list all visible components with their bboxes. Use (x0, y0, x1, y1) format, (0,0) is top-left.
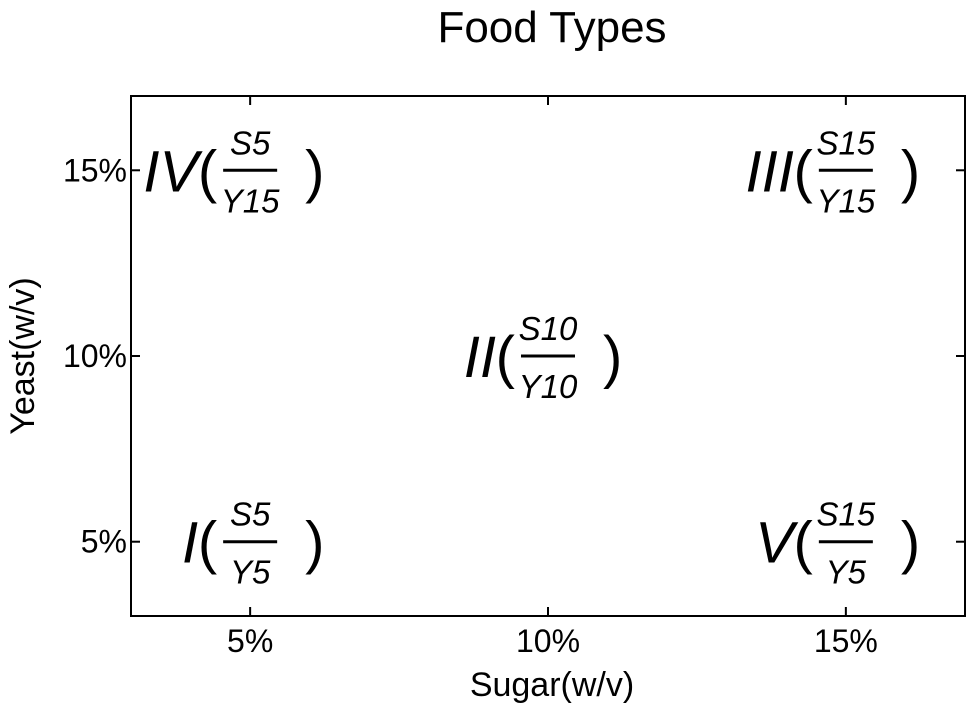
roman-numeral: IV (143, 139, 203, 204)
x-tick-label: 15% (814, 623, 878, 659)
close-paren: ) (305, 139, 324, 204)
food-type-iv: S5 Y15(IV) (143, 124, 324, 219)
x-tick-label: 5% (227, 623, 273, 659)
open-paren: ( (496, 325, 515, 390)
y-axis: 5% 10% 15% (63, 152, 965, 560)
x-axis-label: Sugar(w/v) (470, 666, 634, 704)
fraction-numerator: S15 (816, 124, 875, 161)
food-type-labels: S5Y5(I)S10Y10(II)S15Y15(III)S5Y15(IV)S15… (143, 124, 920, 590)
roman-numeral: V (755, 511, 799, 576)
food-type-i: S5 Y5 (I) (182, 496, 324, 591)
close-paren: ) (305, 511, 324, 576)
food-type-v: S15 Y5 (V) (755, 496, 920, 591)
fraction-numerator: S5 (230, 124, 271, 161)
x-tick-label: 10% (516, 623, 580, 659)
open-paren: ( (198, 511, 217, 576)
y-tick-label: 10% (63, 338, 127, 374)
close-paren: ) (901, 139, 920, 204)
roman-numeral: I (182, 511, 198, 576)
fraction-denominator: Y10 (519, 368, 578, 405)
open-paren: ( (794, 511, 813, 576)
food-type-iii: S15 Y15(III) (746, 124, 921, 219)
fraction-denominator: Y5 (230, 554, 271, 591)
fraction-denominator: Y15 (221, 182, 280, 219)
food-type-ii: S10 Y10(II) (464, 310, 623, 405)
close-paren: ) (901, 511, 920, 576)
fraction-numerator: S10 (519, 310, 578, 347)
y-tick-label: 5% (81, 524, 127, 560)
chart-title: Food Types (437, 3, 666, 52)
roman-numeral: III (746, 139, 794, 204)
open-paren: ( (198, 139, 217, 204)
fraction-numerator: S5 (230, 496, 271, 533)
close-paren: ) (603, 325, 622, 390)
roman-numeral: II (464, 325, 496, 390)
open-paren: ( (794, 139, 813, 204)
fraction-denominator: Y5 (826, 554, 867, 591)
y-axis-label: Yeast(w/v) (4, 277, 42, 434)
fraction-denominator: Y15 (816, 182, 875, 219)
x-axis: 5% 10% 15% (227, 96, 878, 659)
y-tick-label: 15% (63, 152, 127, 188)
fraction-numerator: S15 (816, 496, 875, 533)
